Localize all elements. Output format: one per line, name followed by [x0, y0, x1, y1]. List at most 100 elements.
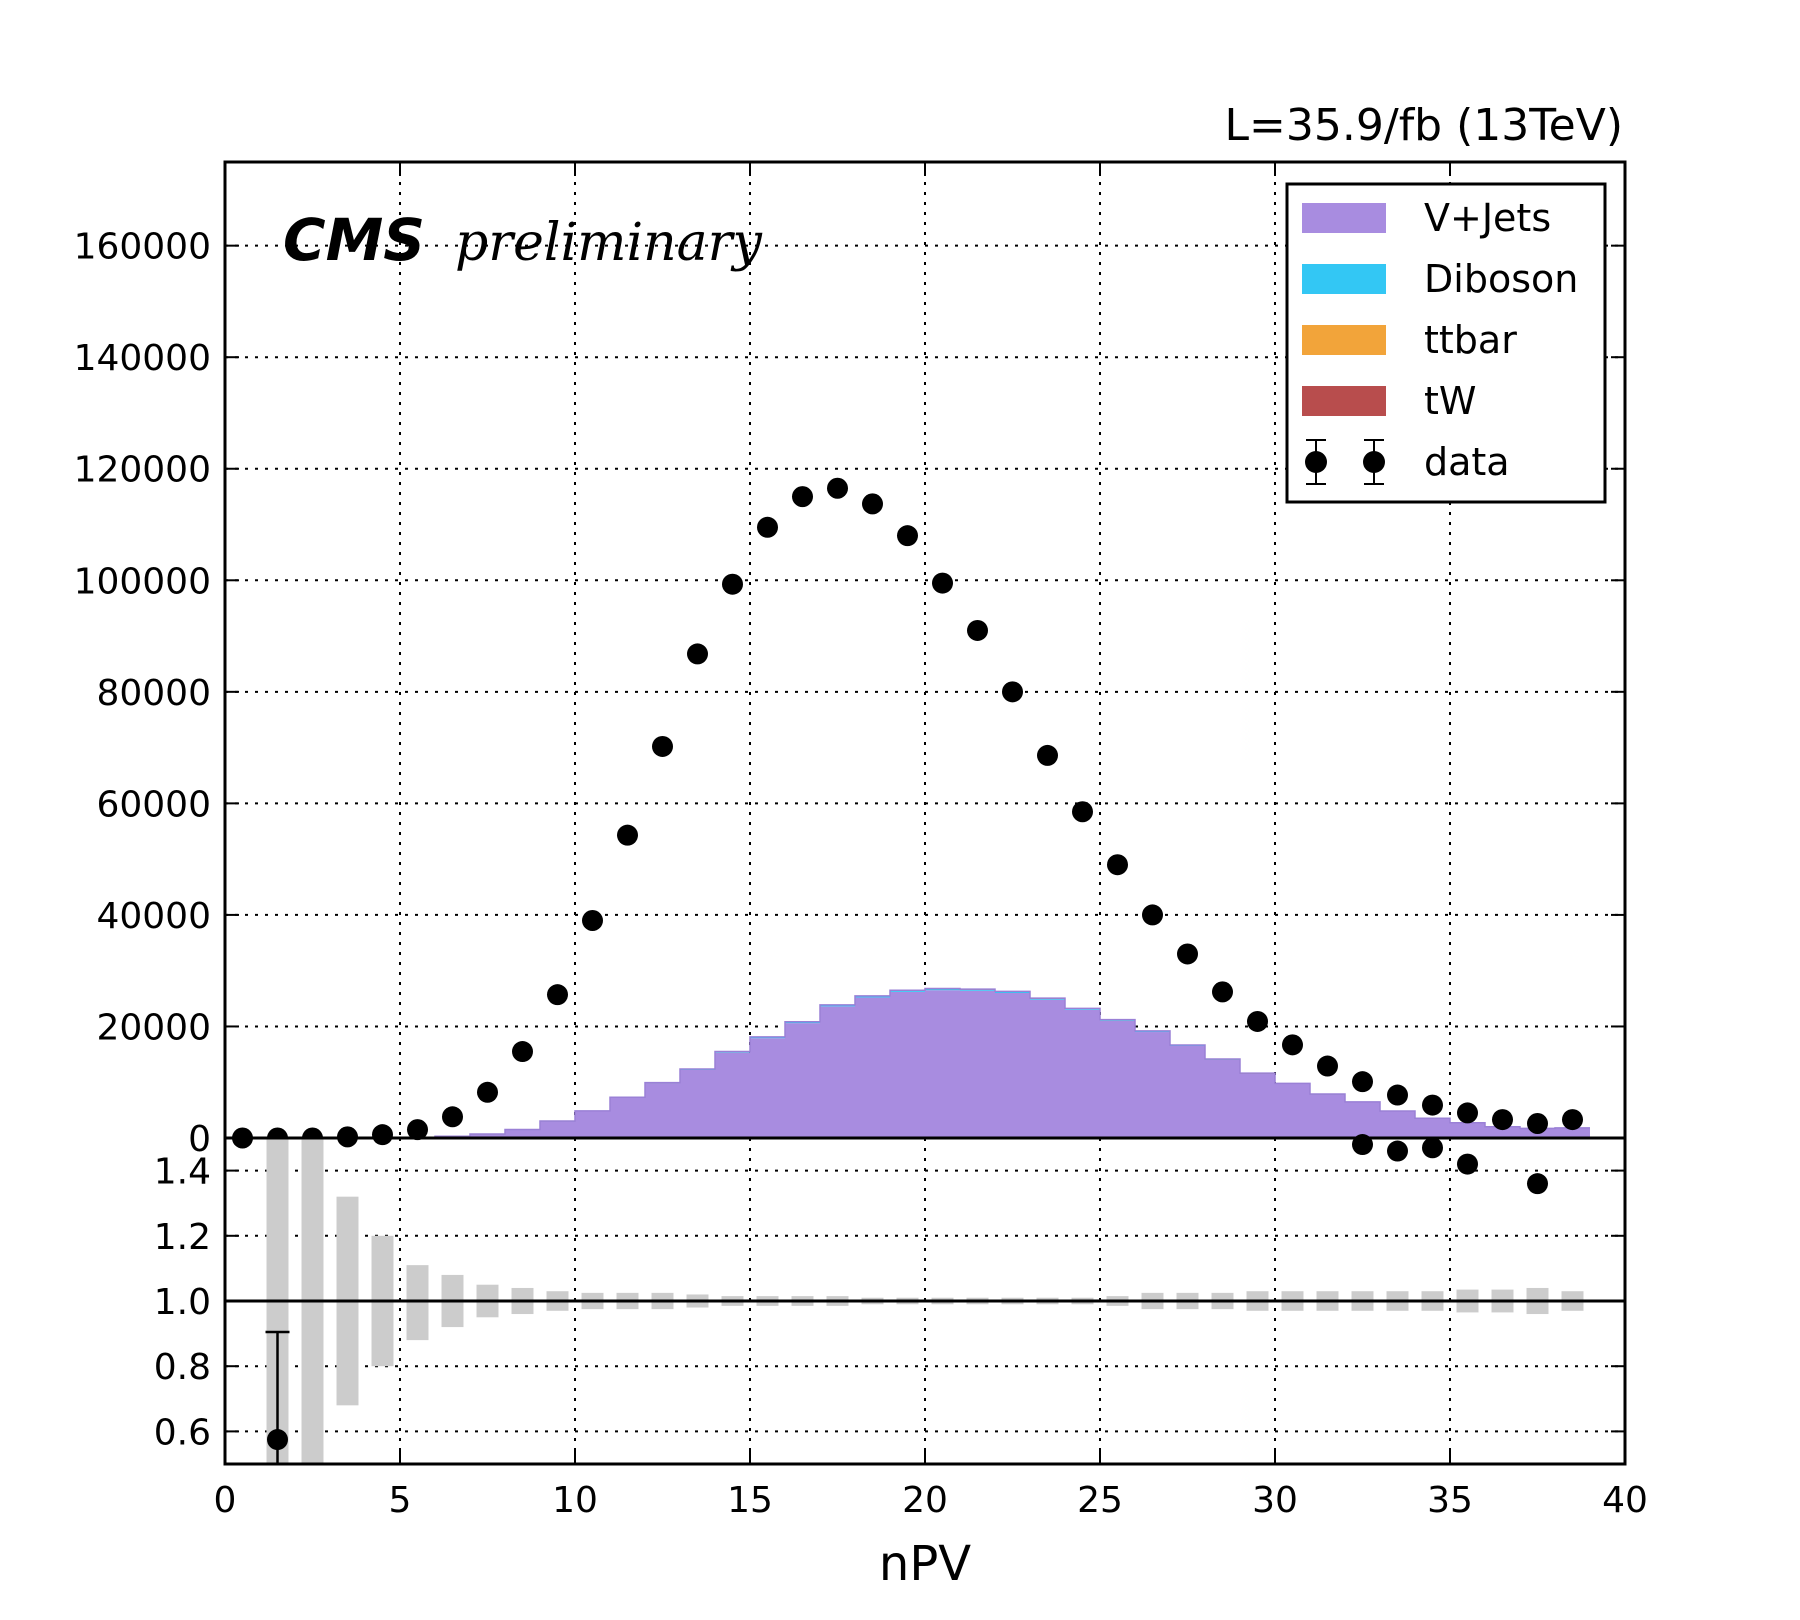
main-y-tick-label: 140000	[74, 338, 211, 379]
bar-v-jets	[1135, 1032, 1170, 1138]
ratio-point	[1527, 1173, 1548, 1195]
bar-diboson	[1030, 998, 1065, 1000]
bar-v-jets	[995, 992, 1030, 1138]
bar-v-jets	[890, 991, 925, 1138]
bar-v-jets	[1170, 1045, 1205, 1138]
x-tick-label: 20	[902, 1480, 948, 1521]
x-axis-label: nPV	[879, 1536, 971, 1592]
ratio-point	[267, 1429, 288, 1451]
data-point	[652, 735, 673, 757]
legend-data-marker	[1305, 451, 1327, 473]
bar-v-jets	[1345, 1102, 1380, 1138]
main-y-tick-label: 100000	[74, 561, 211, 602]
data-point	[372, 1124, 393, 1146]
data-point	[1422, 1094, 1443, 1116]
data-point	[967, 619, 988, 641]
bar-v-jets	[1380, 1111, 1415, 1138]
ratio-frame	[223, 1136, 1627, 1466]
bar-v-jets	[1485, 1126, 1520, 1138]
data-point	[617, 824, 638, 846]
bar-diboson	[820, 1005, 855, 1007]
data-point	[547, 984, 568, 1006]
bar-v-jets	[715, 1052, 750, 1138]
bar-v-jets	[645, 1083, 680, 1138]
data-point	[862, 493, 883, 515]
legend-swatch-v-jets	[1302, 203, 1386, 233]
data-point	[1177, 943, 1198, 965]
bar-diboson	[960, 989, 995, 991]
ratio-y-tick-label: 0.8	[154, 1347, 211, 1388]
x-tick-label: 0	[214, 1480, 237, 1521]
bar-v-jets	[1275, 1083, 1310, 1138]
bar-v-jets	[1240, 1073, 1275, 1138]
bar-diboson	[855, 996, 890, 998]
legend-swatch-tw	[1302, 386, 1386, 416]
data-point	[1352, 1071, 1373, 1093]
bar-v-jets	[1310, 1094, 1345, 1138]
ratio-uncertainty-band	[225, 1138, 1625, 1464]
ratio-y-tick-label: 1.4	[154, 1152, 211, 1193]
bar-v-jets	[610, 1097, 645, 1138]
legend-label: V+Jets	[1424, 196, 1551, 240]
main-y-tick-label: 160000	[74, 227, 211, 268]
bar-v-jets	[855, 997, 890, 1138]
x-tick-label: 5	[389, 1480, 412, 1521]
legend: V+Jets Diboson ttbar tW data	[1285, 182, 1607, 504]
bar-v-jets	[1450, 1122, 1485, 1138]
bar-v-jets	[960, 990, 995, 1138]
bar-v-jets	[575, 1111, 610, 1138]
main-y-tick-label: 120000	[74, 450, 211, 491]
bar-diboson	[785, 1021, 820, 1024]
legend-label: ttbar	[1424, 318, 1517, 362]
main-data-points	[232, 477, 1583, 1149]
data-point	[582, 909, 603, 931]
bar-diboson	[925, 988, 960, 991]
data-point	[897, 525, 918, 547]
bar-v-jets	[1100, 1020, 1135, 1138]
x-tick-label: 10	[552, 1480, 598, 1521]
data-point	[1492, 1109, 1513, 1131]
bar-v-jets	[750, 1038, 785, 1138]
legend-label: data	[1424, 440, 1510, 484]
bar-v-jets	[925, 990, 960, 1138]
bar-v-jets	[540, 1121, 575, 1138]
data-point	[1142, 904, 1163, 926]
bar-v-jets	[1415, 1118, 1450, 1138]
legend-swatch-diboson	[1302, 264, 1386, 294]
main-y-tick-label: 40000	[96, 896, 211, 937]
data-point	[1037, 744, 1058, 766]
data-point	[827, 477, 848, 499]
main-y-tick-label: 60000	[96, 784, 211, 825]
data-point	[1072, 801, 1093, 823]
bar-diboson	[1065, 1008, 1100, 1010]
luminosity-label: L=35.9/fb (13TeV)	[1225, 100, 1623, 151]
x-tick-label: 35	[1427, 1480, 1473, 1521]
ratio-point	[1422, 1137, 1443, 1159]
legend-label: Diboson	[1424, 257, 1578, 301]
bar-v-jets	[470, 1134, 505, 1138]
bar-v-jets	[1555, 1127, 1590, 1138]
data-point	[1282, 1034, 1303, 1056]
ratio-y-tick-label: 1.2	[154, 1217, 211, 1258]
ratio-point	[1457, 1153, 1478, 1175]
data-point	[1247, 1010, 1268, 1032]
cms-label: CMS	[283, 206, 425, 274]
data-point	[932, 572, 953, 594]
data-point	[442, 1106, 463, 1128]
data-point	[1562, 1109, 1583, 1131]
bar-v-jets	[505, 1129, 540, 1138]
legend-data-marker	[1363, 451, 1385, 473]
data-point	[1387, 1084, 1408, 1106]
main-y-ticks: 0 20000 40000 60000 80000 100000 120000 140000 1…	[74, 162, 1626, 1160]
main-y-tick-label: 0	[188, 1119, 211, 1160]
ratio-ticks: 0 5 10 15 20 25 30 35 40 0.6 0.8 1.0 1.2 1.4	[154, 1152, 1648, 1521]
data-point	[687, 643, 708, 665]
data-point	[1002, 681, 1023, 703]
data-point	[512, 1041, 533, 1063]
main-stack-bars	[225, 987, 1625, 1140]
bar-v-jets	[820, 1006, 855, 1138]
legend-label: tW	[1424, 379, 1476, 423]
bar-diboson	[890, 990, 925, 992]
data-point	[1212, 981, 1233, 1003]
data-point	[792, 486, 813, 508]
